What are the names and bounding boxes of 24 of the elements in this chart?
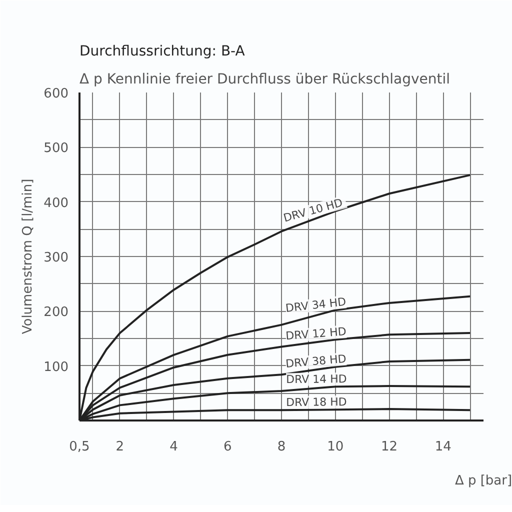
x-tick-label: 6 bbox=[224, 440, 232, 454]
y-tick-label: 600 bbox=[44, 86, 69, 102]
y-tick-label: 400 bbox=[44, 196, 69, 211]
text: DRV 34 HD bbox=[284, 295, 347, 315]
series-label: DRV 38 HD bbox=[285, 352, 347, 370]
x-tick-label: 8 bbox=[277, 440, 286, 454]
series-label: DRV 14 HD bbox=[286, 372, 347, 386]
text: DRV 10 HD bbox=[282, 196, 344, 225]
y-tick-label: 100 bbox=[44, 360, 69, 375]
chart-subtitle: Δ p Kennlinie freier Durchfluss über Rückschlagventil bbox=[80, 72, 450, 88]
x-tick-label: 0,5 bbox=[69, 440, 90, 454]
y-axis-title: Volumenstrom Q [l/min] bbox=[20, 178, 36, 334]
x-tick-label: 14 bbox=[434, 440, 452, 454]
x-tick-label: 12 bbox=[380, 440, 398, 454]
y-tick-label: 300 bbox=[44, 250, 69, 266]
y-tick-label: 500 bbox=[44, 141, 69, 156]
x-axis-title: Δ p [bar] bbox=[454, 474, 512, 488]
series-label: DRV 12 HD bbox=[285, 325, 347, 343]
x-tick-label: 4 bbox=[170, 440, 178, 454]
series-label: DRV 18 HD bbox=[286, 395, 347, 410]
x-tick-label: 2 bbox=[116, 440, 124, 454]
x-tick-label: 10 bbox=[327, 440, 344, 454]
chart-title: Durchflussrichtung: B-A bbox=[80, 44, 246, 60]
y-tick-label: 200 bbox=[44, 305, 69, 320]
